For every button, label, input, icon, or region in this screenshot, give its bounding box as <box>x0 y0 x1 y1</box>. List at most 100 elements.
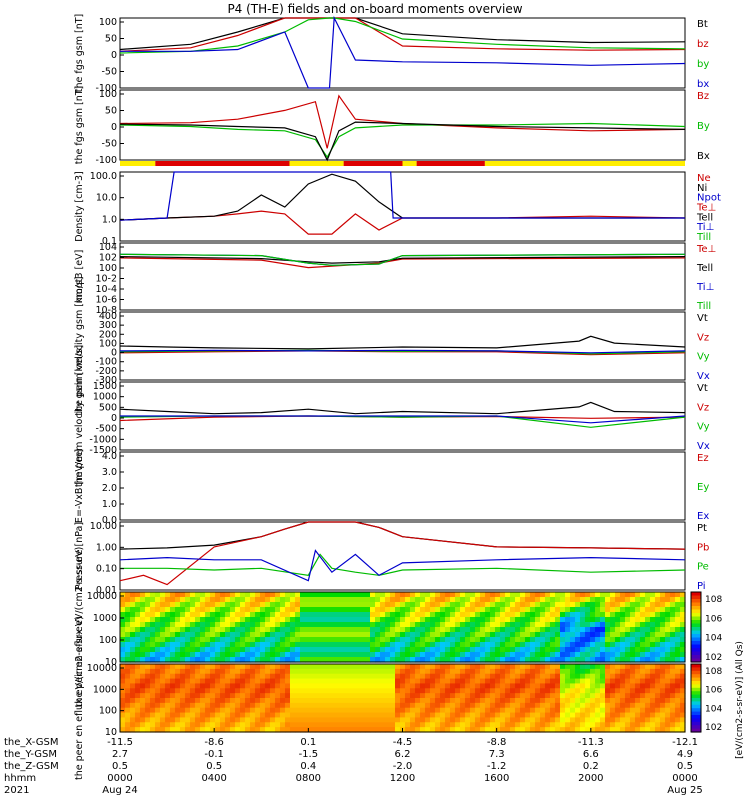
heatmap-cell <box>615 698 621 704</box>
heatmap-cell <box>665 722 671 728</box>
heatmap-cell <box>455 702 461 709</box>
heatmap-cell <box>680 627 686 633</box>
heatmap-cell <box>555 688 561 694</box>
heatmap-cell <box>145 683 151 689</box>
heatmap-cell <box>125 632 131 638</box>
heatmap-cell <box>205 612 211 618</box>
heatmap-cell <box>660 712 666 719</box>
heatmap-cell <box>600 612 606 618</box>
heatmap-cell <box>425 647 431 653</box>
heatmap-cell <box>430 678 436 685</box>
x-axis-value: 0000 <box>672 773 697 784</box>
heatmap-cell <box>125 698 131 704</box>
heatmap-cell <box>660 657 666 663</box>
x-axis-value: 2000 <box>578 773 603 784</box>
heatmap-cell <box>365 717 371 723</box>
heatmap-cell <box>395 627 401 633</box>
heatmap-cell <box>475 612 481 618</box>
heatmap-cell <box>485 612 491 618</box>
heatmap-cell <box>330 722 336 728</box>
heatmap-cell <box>335 652 341 658</box>
heatmap-cell <box>160 693 166 699</box>
heatmap-cell <box>185 668 191 675</box>
heatmap-cell <box>555 647 561 653</box>
heatmap-cell <box>220 717 226 723</box>
heatmap-cell <box>200 627 206 633</box>
heatmap-cell <box>365 647 371 653</box>
heatmap-cell <box>365 698 371 704</box>
heatmap-cell <box>275 664 281 670</box>
heatmap-cell <box>680 612 686 618</box>
heatmap-cell <box>400 717 406 723</box>
heatmap-cell <box>280 712 286 719</box>
heatmap-cell <box>345 632 351 638</box>
heatmap-cell <box>130 637 136 643</box>
heatmap-cell <box>345 678 351 685</box>
heatmap-cell <box>510 602 516 608</box>
heatmap-cell <box>325 693 331 699</box>
heatmap-cell <box>500 668 506 675</box>
heatmap-cell <box>490 597 496 603</box>
heatmap-cell <box>445 632 451 638</box>
heatmap-cell <box>270 612 276 618</box>
heatmap-cell <box>495 652 501 658</box>
heatmap-cell <box>160 607 166 613</box>
colorbar-tick-label: 104 <box>705 704 722 714</box>
heatmap-cell <box>580 627 586 633</box>
heatmap-cell <box>225 727 231 733</box>
heatmap-cell <box>335 617 341 623</box>
heatmap-cell <box>195 637 201 643</box>
heatmap-cell <box>535 727 541 733</box>
heatmap-cell <box>385 592 391 598</box>
heatmap-cell <box>390 707 396 714</box>
heatmap-cell <box>140 707 146 714</box>
heatmap-cell <box>440 652 446 658</box>
heatmap-cell <box>550 717 556 723</box>
heatmap-cell <box>245 597 251 603</box>
heatmap-cell <box>250 592 256 598</box>
x-axis-value: 0800 <box>296 773 321 784</box>
heatmap-cell <box>285 688 291 694</box>
heatmap-cell <box>670 597 676 603</box>
heatmap-cell <box>290 627 296 633</box>
heatmap-cell <box>585 683 591 689</box>
heatmap-cell <box>335 698 341 704</box>
heatmap-cell <box>590 664 596 670</box>
heatmap-cell <box>485 597 491 603</box>
heatmap-cell <box>245 617 251 623</box>
heatmap-cell <box>485 673 491 680</box>
heatmap-cell <box>605 664 611 670</box>
series-line-bz <box>119 17 686 52</box>
heatmap-cell <box>455 727 461 733</box>
heatmap-cell <box>235 722 241 728</box>
colorbar-tick-label: 106 <box>705 614 722 624</box>
heatmap-cell <box>380 688 386 694</box>
heatmap-cell <box>380 683 386 689</box>
heatmap-cell <box>375 652 381 658</box>
heatmap-cell <box>160 637 166 643</box>
heatmap-cell <box>345 622 351 628</box>
heatmap-cell <box>620 688 626 694</box>
heatmap-cell <box>240 592 246 598</box>
heatmap-cell <box>340 712 346 719</box>
heatmap-cell <box>275 627 281 633</box>
heatmap-cell <box>550 702 556 709</box>
heatmap-cell <box>175 642 181 648</box>
y-axis-label: the fgs gsm [nT] <box>74 14 85 92</box>
figure-title: P4 (TH-E) fields and on-board moments ov… <box>227 2 522 16</box>
heatmap-cell <box>440 597 446 603</box>
heatmap-cell <box>610 637 616 643</box>
heatmap-cell <box>560 673 566 680</box>
heatmap-cell <box>410 607 416 613</box>
heatmap-cell <box>520 657 526 663</box>
heatmap-cell <box>225 702 231 709</box>
heatmap-cell <box>665 647 671 653</box>
heatmap-cell <box>625 712 631 719</box>
x-axis-row-label: 2021 <box>4 785 29 796</box>
heatmap-cell <box>630 702 636 709</box>
heatmap-cell <box>610 602 616 608</box>
x-axis-value: -4.5 <box>393 737 413 748</box>
heatmap-cell <box>155 722 161 728</box>
heatmap-cell <box>480 722 486 728</box>
heatmap-cell <box>415 727 421 733</box>
